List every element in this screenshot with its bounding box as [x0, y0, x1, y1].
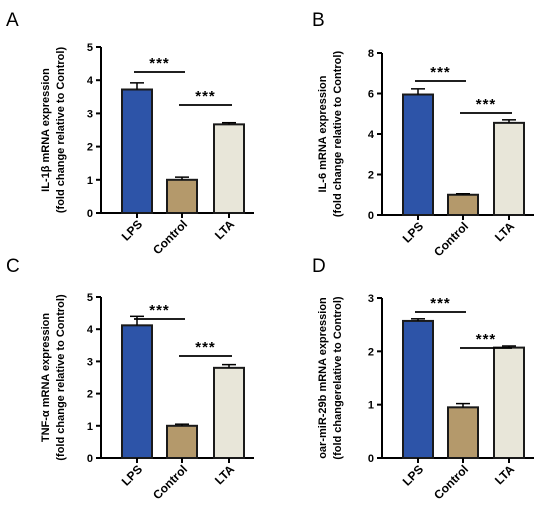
y-axis-label: IL-1β mRNA expression: [40, 68, 52, 192]
category-label: Control: [431, 219, 471, 259]
bar-lta: [493, 121, 525, 216]
y-tick-label: 2: [368, 170, 374, 182]
panel-letter: C: [6, 256, 20, 277]
category-label: LPS: [400, 219, 426, 245]
bar-lps: [121, 88, 153, 214]
y-tick-label: 6: [368, 89, 374, 101]
y-tick-label: 8: [368, 48, 374, 60]
category-label: LTA: [492, 462, 517, 487]
category-label: LTA: [212, 217, 237, 242]
bar-control: [166, 424, 198, 459]
panel-c: C 0 1 2 3 4 5 TNF-α mRNA expression (fold change…: [6, 256, 254, 502]
y-axis-label-2: (fold changerelative to Control): [332, 296, 344, 460]
bar-control: [166, 178, 198, 215]
category-label: LTA: [212, 462, 237, 487]
category-label: Control: [150, 462, 190, 502]
bar-control: [447, 406, 479, 460]
panel-b: B 0 2 4 6 8 IL-6 mRNA expression (fold change r…: [312, 10, 534, 259]
category-label: LPS: [119, 217, 145, 243]
y-tick-label: 2: [87, 389, 93, 401]
y-tick-label: 4: [368, 129, 375, 141]
y-axis-label: TNF-α mRNA expression: [40, 313, 52, 442]
y-axis-label-2: (fold change relative to Control): [332, 51, 344, 218]
significance-label: ***: [149, 302, 170, 319]
category-label: Control: [150, 217, 190, 257]
y-tick-label: 1: [368, 400, 374, 412]
y-tick-label: 3: [87, 108, 93, 120]
y-tick-label: 2: [368, 346, 374, 358]
y-axis-label: IL-6 mRNA expression: [317, 75, 329, 192]
bar-lta: [213, 123, 245, 214]
panel-a: A 0 1 2 3 4 5 IL-1β mRNA expression (fold change…: [6, 10, 254, 257]
y-tick-label: 1: [87, 421, 93, 433]
bar-lps: [121, 324, 153, 459]
bar-lta: [213, 366, 245, 459]
category-label: LPS: [400, 462, 426, 488]
y-tick-label: 4: [87, 75, 94, 87]
y-tick-label: 0: [87, 208, 93, 220]
panel-letter: D: [312, 256, 326, 277]
significance-label: ***: [476, 331, 497, 348]
y-axis-label-2: (fold change relative to Control): [55, 47, 67, 214]
y-tick-label: 5: [87, 292, 93, 304]
panel-letter: B: [312, 10, 325, 31]
category-label: Control: [431, 462, 471, 502]
significance-label: ***: [195, 88, 216, 105]
y-tick-label: 4: [87, 324, 94, 336]
y-tick-label: 3: [87, 356, 93, 368]
panel-letter: A: [6, 10, 19, 31]
y-tick-label: 1: [87, 175, 93, 187]
bar-control: [447, 193, 479, 216]
y-tick-label: 0: [368, 453, 374, 465]
y-axis-label-2: (fold change relative to Control): [55, 294, 67, 461]
category-label: LPS: [119, 462, 145, 488]
significance-label: ***: [430, 295, 451, 312]
category-label: LTA: [492, 219, 517, 244]
y-tick-label: 5: [87, 42, 93, 54]
y-tick-label: 0: [87, 453, 93, 465]
y-axis-label: oar-miR-29b mRNA expression: [317, 297, 329, 459]
significance-label: ***: [195, 339, 216, 356]
bar-lta: [493, 346, 525, 460]
y-tick-label: 0: [368, 210, 374, 222]
significance-label: ***: [476, 96, 497, 113]
significance-label: ***: [430, 64, 451, 81]
y-tick-label: 2: [87, 142, 93, 154]
bar-lps: [402, 93, 434, 216]
panel-d: D 0 1 2 3 oar-miR-29b mRNA expression (fold ch…: [312, 256, 534, 502]
bar-lps: [402, 319, 434, 459]
y-tick-label: 3: [368, 293, 374, 305]
significance-label: ***: [149, 55, 170, 72]
